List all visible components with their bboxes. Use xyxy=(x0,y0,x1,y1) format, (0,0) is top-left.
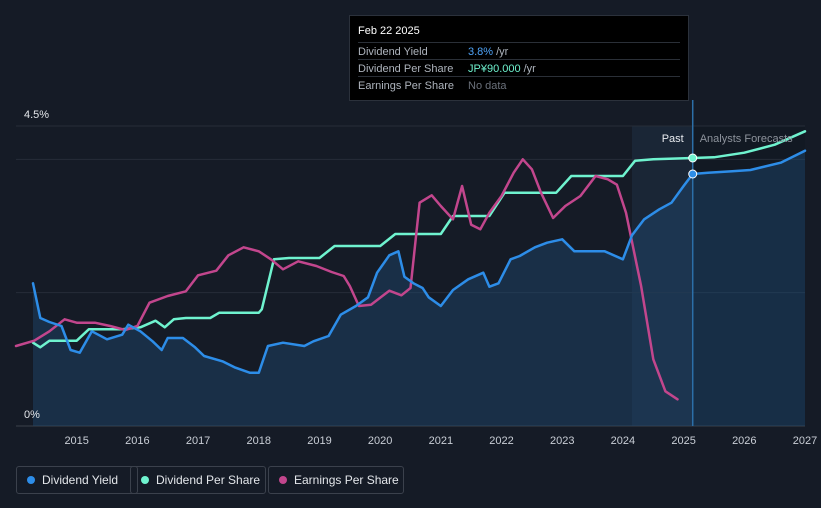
x-tick-label: 2020 xyxy=(368,435,392,447)
legend-label: Earnings Per Share xyxy=(294,473,399,487)
x-tick-label: 2018 xyxy=(247,435,271,447)
legend-label: Dividend Yield xyxy=(42,473,119,487)
x-tick-label: 2026 xyxy=(732,435,756,447)
tooltip-label: Dividend Per Share xyxy=(358,63,454,75)
marker-dividend-yield xyxy=(688,169,698,179)
plot-background xyxy=(16,126,805,426)
legend-item-dividend-yield[interactable]: Dividend Yield xyxy=(16,466,138,494)
y-axis-max-label: 4.5% xyxy=(24,109,49,121)
y-axis-min-label: 0% xyxy=(24,409,40,421)
legend-item-dividend-per-share[interactable]: Dividend Per Share xyxy=(130,466,266,494)
past-region-label: Past xyxy=(662,133,684,145)
x-tick-label: 2017 xyxy=(186,435,210,447)
legend-dot-icon xyxy=(279,476,287,484)
dividend-yield-area xyxy=(32,150,806,426)
tooltip-label: Dividend Yield xyxy=(358,46,428,58)
x-axis-ticks: 2015 2016 2017 2018 2019 2020 2021 2022 2023 2024… xyxy=(64,435,817,447)
tooltip-label: Earnings Per Share xyxy=(358,80,454,92)
tooltip-row-earnings-per-share: Earnings Per Share No data xyxy=(358,76,680,94)
x-tick-label: 2016 xyxy=(125,435,149,447)
x-tick-label: 2015 xyxy=(64,435,88,447)
forecast-band xyxy=(692,126,805,426)
tooltip-value: No data xyxy=(468,80,507,92)
legend-item-earnings-per-share[interactable]: Earnings Per Share xyxy=(268,466,404,494)
legend-dot-icon xyxy=(27,476,35,484)
x-tick-label: 2025 xyxy=(671,435,695,447)
gridlines xyxy=(16,125,805,427)
tooltip-row-dividend-yield: Dividend Yield 3.8%/yr xyxy=(358,42,680,60)
series-lines xyxy=(14,130,807,401)
series-line-dividend-yield xyxy=(31,149,807,374)
x-tick-label: 2021 xyxy=(429,435,453,447)
tooltip-value: 3.8%/yr xyxy=(468,46,509,58)
series-line-earnings-per-share xyxy=(14,158,679,401)
x-tick-label: 2027 xyxy=(793,435,817,447)
x-tick-label: 2023 xyxy=(550,435,574,447)
markers xyxy=(688,153,698,179)
marker-dividend-per-share xyxy=(688,153,698,163)
forecast-region-label: Analysts Forecasts xyxy=(700,133,793,145)
tooltip-date: Feb 22 2025 xyxy=(358,25,420,37)
x-tick-label: 2019 xyxy=(307,435,331,447)
x-tick-label: 2024 xyxy=(611,435,635,447)
tooltip-value: JP¥90.000/yr xyxy=(468,63,536,75)
tooltip: Feb 22 2025 Dividend Yield 3.8%/yr Divid… xyxy=(349,15,689,101)
tooltip-row-dividend-per-share: Dividend Per Share JP¥90.000/yr xyxy=(358,59,680,77)
legend-label: Dividend Per Share xyxy=(156,473,261,487)
x-tick-label: 2022 xyxy=(489,435,513,447)
legend-dot-icon xyxy=(141,476,149,484)
past-highlight-band xyxy=(632,126,693,426)
